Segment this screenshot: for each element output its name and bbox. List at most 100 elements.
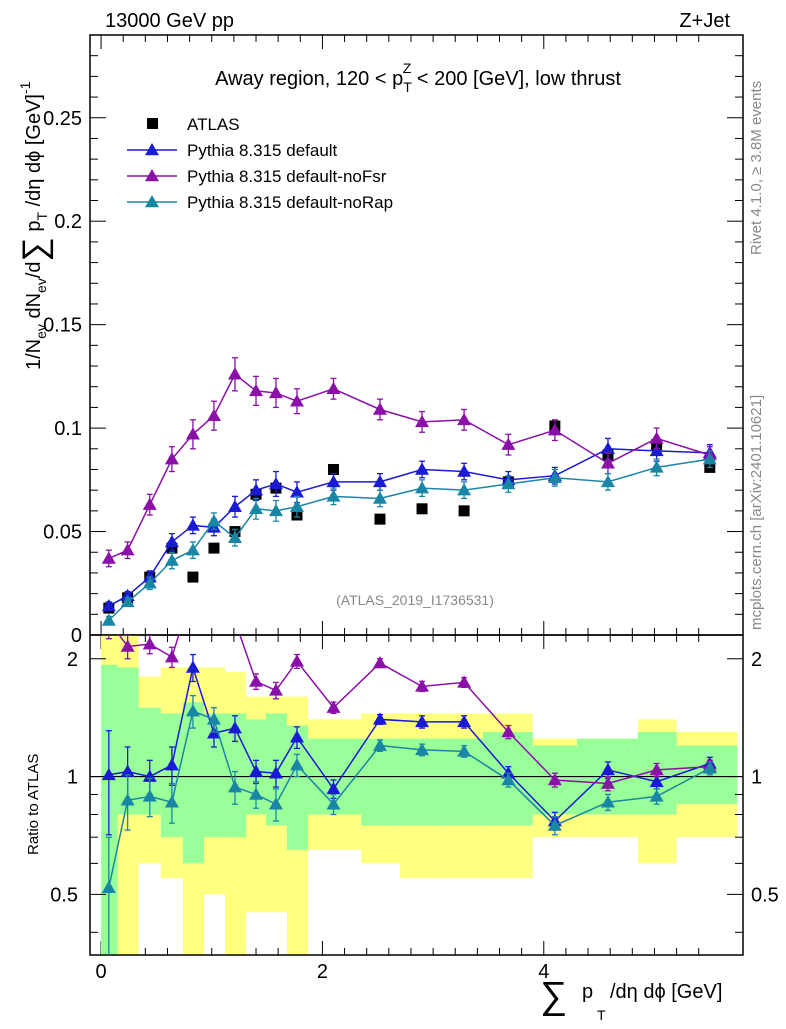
ratio-series-1-point [142, 637, 157, 650]
main-series-3-point [415, 481, 430, 494]
ratio-series-0-point [326, 781, 341, 795]
ratio-series-0-point [501, 766, 516, 779]
ratio-series-2-point [415, 742, 430, 756]
legend: ATLAS Pythia 8.315 default Pythia 8.315 de… [127, 115, 393, 212]
ratio-series-2-point [372, 738, 387, 751]
ratio-series-1-point [120, 639, 135, 652]
main-series-2-point [649, 431, 664, 444]
ratio-frame [89, 634, 744, 956]
x-tick-label: 4 [538, 961, 549, 983]
ratio-series-2-point [101, 880, 116, 893]
ratio-series-1-point [415, 679, 430, 692]
main-series-3-point [372, 491, 387, 504]
x-tick-label: 2 [317, 961, 328, 983]
header-right: Z+Jet [679, 10, 730, 32]
ratio-series-2-point [547, 818, 562, 831]
ratio-series-1-point [207, 614, 221, 626]
legend-marker-1 [145, 143, 159, 156]
main-y-tick-label: 0.05 [43, 522, 82, 544]
main-series-3-point [501, 476, 516, 490]
ratio-series-1-point [457, 675, 472, 688]
ratio-series-0-point [164, 758, 179, 771]
main-series-3-point [268, 503, 283, 517]
ratio-series-1-point [164, 650, 179, 663]
main-series-1-point [457, 464, 472, 477]
main-series-3-point [206, 514, 221, 527]
main-series-2-point [501, 437, 516, 450]
atlas-data-point [327, 463, 339, 475]
main-series-1-point [101, 599, 116, 612]
ratio-series-2-point [164, 795, 179, 808]
header-left: 13000 GeV pp [105, 10, 234, 32]
main-series-3-point [249, 501, 264, 515]
atlas-data-point [374, 513, 386, 525]
main-series-2-line [108, 373, 711, 560]
x-axis-label: ∑ p T /dη dϕ [GeV] [540, 975, 722, 1023]
ratio-series-2-point [142, 789, 157, 802]
main-series-2-point [547, 423, 562, 436]
ratio-y-tick-label-right: 2 [751, 649, 762, 671]
legend-label-3: Pythia 8.315 default-noRap [187, 193, 393, 212]
atlas-data-point [208, 542, 220, 554]
main-y-tick-label: 0.2 [54, 211, 82, 233]
ratio-series-1-point [228, 614, 242, 626]
ratio-series-0-point [415, 714, 430, 728]
main-series-2-point [164, 452, 179, 465]
rivet-label: Rivet 4.1.0, ≥ 3.8M events [748, 81, 765, 255]
ratio-band-green [287, 725, 309, 850]
main-series-2-point [142, 497, 157, 510]
main-series-2-point [326, 381, 341, 395]
main-series-3-point [649, 460, 664, 473]
ratio-series-2-point [120, 793, 135, 806]
x-tick-label: 0 [96, 961, 107, 983]
main-y-tick-label: 0.1 [54, 418, 82, 440]
ratio-series-0-point [120, 764, 135, 777]
main-series-1-point [649, 443, 664, 457]
ratio-y-tick-label-right: 0.5 [751, 884, 779, 906]
main-series-2-point [415, 414, 430, 428]
ratio-series-1-point [289, 654, 304, 667]
mcplots-label: mcplots.cern.ch [arXiv:2401.10621] [748, 395, 765, 630]
ratio-series-1-point [186, 583, 200, 595]
main-series-1-point [268, 476, 283, 490]
ratio-series-1-point [649, 762, 664, 776]
ratio-y-axis-label: Ratio to ATLAS [25, 754, 42, 855]
ratio-y-tick-label: 0.5 [50, 884, 78, 906]
main-series-3-point [702, 452, 717, 465]
atlas-data-point [416, 503, 428, 515]
ratio-series-1-point [326, 700, 341, 713]
ratio-band-green [203, 713, 226, 838]
main-series-3-point [289, 499, 304, 512]
ratio-plot-area: 0 2 40.5 0.51 12 2 [50, 583, 779, 983]
ratio-series-2-point [206, 712, 221, 725]
main-series-1-point [185, 518, 200, 531]
ratio-series-1-point [547, 772, 562, 786]
main-y-tick-label: 0.25 [43, 108, 82, 130]
plot-title: Away region, 120 < pTZ < 200 [GeV], low … [215, 60, 621, 95]
legend-label-0: ATLAS [187, 115, 240, 134]
main-series-2-point [268, 385, 283, 399]
main-series-1-point [372, 474, 387, 488]
ratio-series-2-point [600, 795, 615, 808]
main-series-3-point [457, 483, 472, 496]
legend-marker-3 [145, 195, 159, 208]
ratio-series-0-point [268, 766, 283, 779]
main-series-2-point [120, 543, 135, 556]
ratio-series-0-point [142, 769, 157, 782]
ratio-series-1-point [249, 674, 264, 687]
main-series-3-point [600, 474, 615, 488]
ratio-series-2-point [227, 780, 242, 793]
main-series-1-point [326, 474, 341, 488]
main-series-2-point [227, 367, 242, 380]
main-series-1-point [227, 499, 242, 512]
svg-text:p: p [582, 981, 593, 1003]
ratio-series-0-point [185, 660, 200, 673]
ratio-band-green [182, 702, 204, 864]
atlas-data-point [458, 505, 470, 517]
main-series-3-point [120, 594, 135, 608]
main-series-1-point [415, 462, 430, 475]
ratio-y-tick-label: 1 [67, 767, 78, 789]
ratio-series-2-point [501, 772, 516, 786]
main-y-axis-label: 1/Nev dNev/d∑ pT /dη dϕ [GeV]-1 [16, 81, 54, 370]
